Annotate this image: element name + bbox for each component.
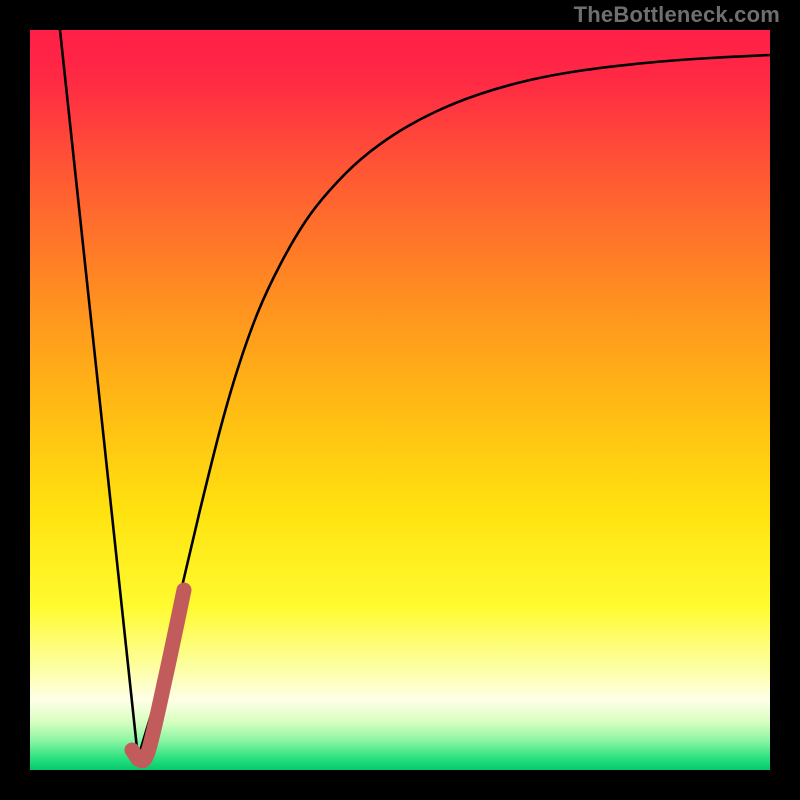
plot-area bbox=[30, 30, 770, 770]
gradient-background bbox=[30, 30, 770, 770]
bottleneck-chart bbox=[30, 30, 770, 770]
watermark-text: TheBottleneck.com bbox=[574, 2, 780, 28]
chart-frame: TheBottleneck.com bbox=[0, 0, 800, 800]
